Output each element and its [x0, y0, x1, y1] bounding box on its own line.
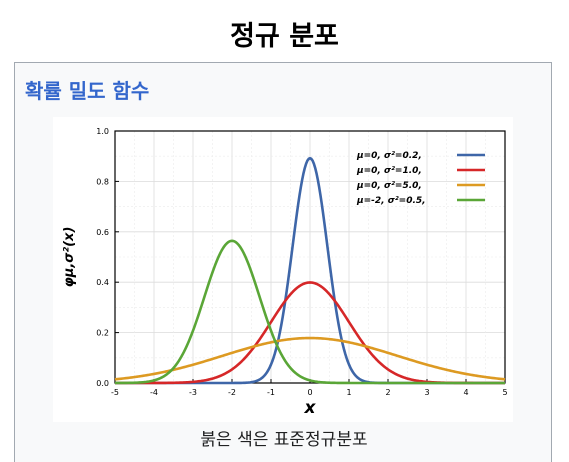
x-tick-label: 2: [385, 388, 390, 397]
chart-legend: μ=0, σ²=0.2, μ=0, σ²=1.0, μ=0, σ²=5.0, μ=-2…: [356, 151, 485, 206]
y-tick-label: 0.0: [96, 379, 109, 388]
chart-background: [53, 117, 513, 422]
x-tick-label: -1: [267, 388, 275, 397]
infobox: 확률 밀도 함수 -5 -4 -3 -2 -1 0 1 2 3 4 5 0.0 0.2 0.4 0.6 0.8…: [14, 62, 552, 462]
chart-series: [114, 156, 506, 385]
x-tick-label: -4: [150, 388, 158, 397]
section-title: 확률 밀도 함수: [25, 79, 150, 103]
x-tick-label: -2: [228, 388, 236, 397]
legend-label-3: μ=0, σ²=5.0,: [356, 181, 422, 191]
x-tick-label: 1: [346, 388, 351, 397]
x-tick-label: -3: [189, 388, 197, 397]
series-line-3: [114, 336, 506, 381]
x-tick-label: 5: [502, 388, 507, 397]
y-tick-label: 0.6: [96, 228, 109, 237]
legend-label-2: μ=0, σ²=1.0,: [356, 166, 422, 176]
x-tick-label: 4: [463, 388, 468, 397]
pdf-figure[interactable]: -5 -4 -3 -2 -1 0 1 2 3 4 5 0.0 0.2 0.4 0.6 0.8 1.0 μ=0, …: [53, 117, 513, 426]
normal-distribution-chart: -5 -4 -3 -2 -1 0 1 2 3 4 5 0.0 0.2 0.4 0.6 0.8 1.0 μ=0, …: [53, 117, 513, 422]
series-line-4: [115, 239, 505, 385]
y-tick-label: 0.4: [96, 278, 109, 287]
figure-caption: 붉은 색은 표준정규분포: [200, 430, 368, 450]
y-tick-label: 0.2: [96, 329, 109, 338]
x-tick-label: 0: [307, 388, 312, 397]
legend-label-1: μ=0, σ²=0.2,: [356, 151, 422, 161]
page-title: 정규 분포: [230, 21, 339, 52]
x-tick-label: -5: [111, 388, 119, 397]
legend-label-4: μ=-2, σ²=0.5,: [356, 196, 426, 206]
y-axis-label: φμ,σ²(x): [62, 227, 77, 288]
y-tick-label: 0.8: [96, 177, 109, 186]
x-tick-label: 3: [424, 388, 429, 397]
x-axis-label: x: [304, 398, 317, 418]
y-tick-label: 1.0: [96, 127, 109, 136]
